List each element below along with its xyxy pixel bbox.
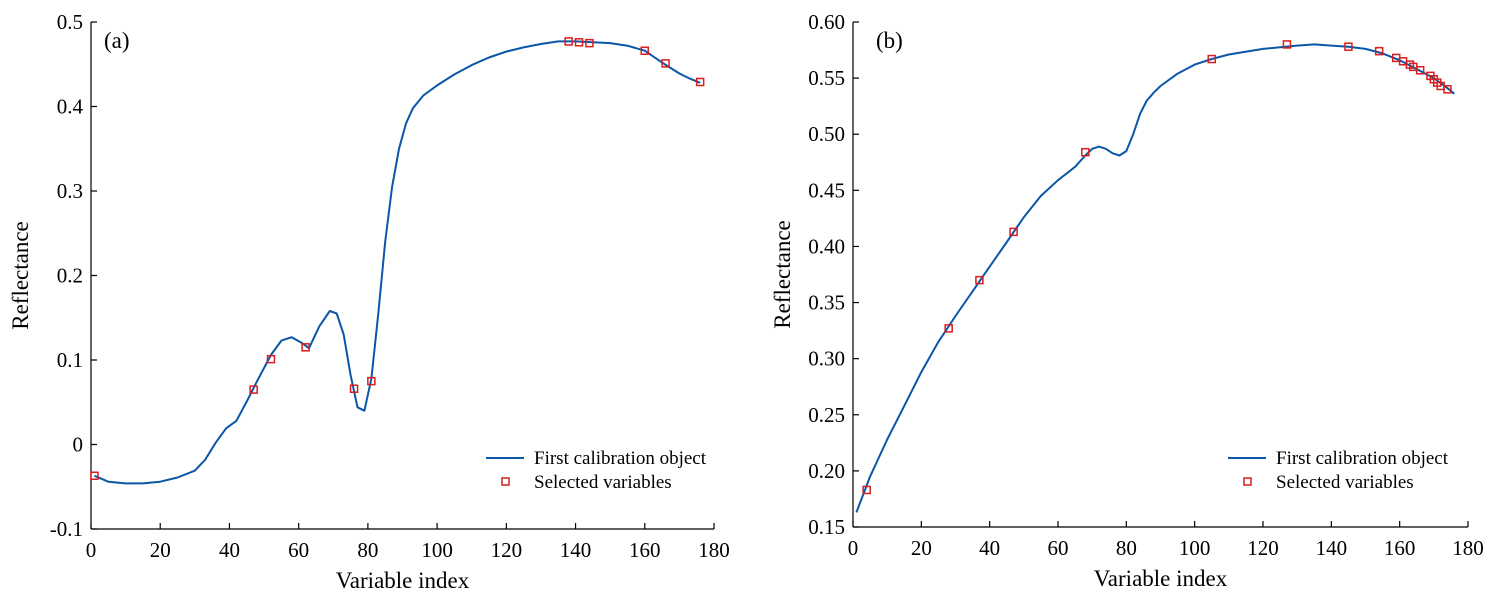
legend-label-marker: Selected variables [1276, 472, 1414, 493]
y-tick-label: 0.35 [808, 291, 845, 315]
selected-variable-marker [1009, 227, 1018, 237]
selected-variable-marker [1282, 40, 1292, 49]
x-tick-label: 40 [979, 536, 1000, 560]
x-tick-label: 100 [1179, 536, 1211, 560]
legend-marker-swatch [501, 477, 510, 486]
legend-label-line: First calibration object [534, 448, 707, 469]
legend-label-marker: Selected variables [534, 472, 672, 493]
y-axis-title: Reflectance [770, 220, 795, 329]
series-line-first-calibration-object [94, 40, 701, 485]
x-tick-label: 140 [560, 538, 592, 562]
legend: First calibration object Selected variabl… [486, 448, 707, 493]
legend-label-line: First calibration object [1276, 448, 1449, 469]
x-tick-label: 60 [288, 538, 309, 562]
y-tick-label: 0.30 [808, 347, 845, 371]
panel-label: (b) [876, 28, 903, 53]
selected-variable-marker [266, 354, 276, 364]
x-tick-label: 180 [1452, 536, 1484, 560]
legend: First calibration object Selected variabl… [1228, 448, 1449, 493]
x-tick-label: 20 [150, 538, 171, 562]
selected-variable-marker [695, 77, 705, 87]
x-tick-label: 0 [86, 538, 97, 562]
selected-variable-marker [1081, 147, 1090, 157]
selected-variable-marker [367, 376, 376, 386]
y-tick-label: 0.20 [808, 459, 845, 483]
selected-variable-marker [90, 471, 99, 481]
selected-variable-marker [640, 46, 650, 55]
panel-label: (a) [104, 28, 130, 53]
x-tick-label: 0 [848, 536, 859, 560]
x-tick-label: 60 [1048, 536, 1069, 560]
x-tick-label: 40 [219, 538, 240, 562]
x-tick-label: 100 [421, 538, 453, 562]
x-tick-label: 120 [491, 538, 523, 562]
chart-panel-a: 0 20 40 60 80 100 120 140 160 180-0.100.10.20.30.… [8, 10, 730, 593]
selected-variable-marker [944, 324, 953, 333]
x-tick-label: 80 [1116, 536, 1137, 560]
y-tick-label: 0.25 [808, 403, 845, 427]
selected-variable-marker [349, 384, 359, 393]
selected-variable-marker [585, 38, 594, 48]
y-tick-label: 0.40 [808, 234, 845, 258]
x-tick-label: 140 [1316, 536, 1348, 560]
selected-variable-marker [862, 485, 871, 495]
legend-marker-swatch [1243, 477, 1252, 486]
selected-variable-marker [249, 385, 258, 394]
selected-variable-marker [301, 343, 310, 352]
selected-variable-marker [661, 59, 670, 68]
selected-variable-marker [975, 275, 984, 285]
y-axis-title: Reflectance [8, 221, 33, 330]
selected-variable-marker [1344, 42, 1353, 51]
x-tick-label: 20 [911, 536, 932, 560]
y-tick-label: 0.5 [57, 10, 83, 34]
x-tick-label: 80 [357, 538, 378, 562]
selected-variable-marker [1374, 46, 1384, 56]
series-line-first-calibration-object [855, 43, 1455, 513]
y-tick-label: 0.1 [57, 348, 83, 372]
x-tick-label: 160 [629, 538, 661, 562]
selected-variable-marker [1207, 54, 1216, 64]
y-tick-label: 0 [73, 433, 84, 457]
x-axis-title: Variable index [1094, 566, 1228, 591]
x-tick-label: 120 [1247, 536, 1279, 560]
y-tick-label: 0.15 [808, 515, 845, 539]
selected-variable-marker [1443, 85, 1452, 94]
y-tick-label: 0.4 [57, 95, 84, 119]
y-tick-label: 0.60 [808, 10, 845, 34]
y-tick-label: -0.1 [50, 517, 83, 541]
selected-variable-marker [1415, 66, 1425, 75]
selected-variable-marker [564, 37, 573, 46]
y-tick-label: 0.2 [57, 264, 83, 288]
selected-variable-marker [574, 38, 584, 47]
y-tick-label: 0.45 [808, 178, 845, 202]
x-tick-label: 180 [698, 538, 730, 562]
y-tick-label: 0.3 [57, 179, 83, 203]
y-tick-label: 0.55 [808, 66, 845, 90]
chart-panel-b: 0 20 40 60 80 100 120 140 160 180 0.15 0.20 0.25 0.30… [770, 10, 1484, 591]
x-tick-label: 160 [1384, 536, 1416, 560]
y-tick-label: 0.50 [808, 122, 845, 146]
x-axis-title: Variable index [336, 568, 470, 593]
